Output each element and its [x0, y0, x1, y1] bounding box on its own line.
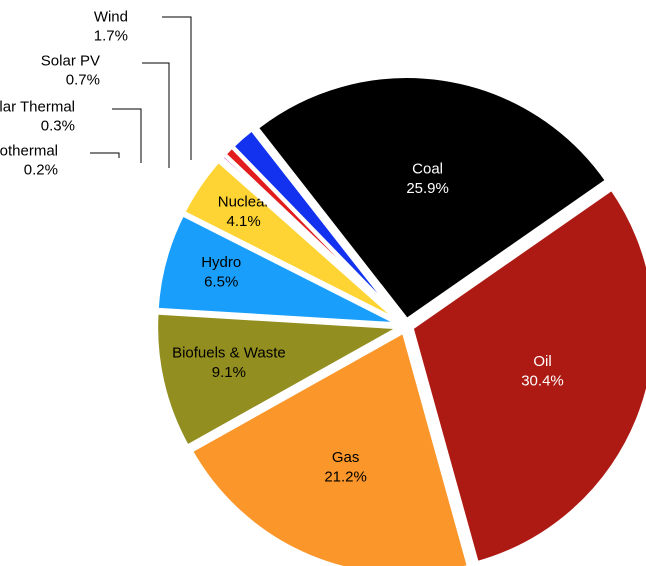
slice-value: 0.7% — [66, 71, 100, 88]
svg-text:Geothermal0.2%: Geothermal0.2% — [0, 143, 58, 179]
slice-value: 9.1% — [212, 364, 246, 381]
slice-label-geothermal: Geothermal0.2% — [0, 143, 120, 179]
slice-label-coal: Coal 25.9% — [406, 161, 449, 198]
slice-name: Coal — [412, 161, 443, 178]
pie-slice-oil — [409, 186, 646, 566]
pie-slice-biofuels-and-waste — [154, 310, 403, 449]
slice-label-oil: Oil 30.4% — [521, 353, 564, 390]
slice-value: 4.1% — [226, 213, 260, 230]
svg-text:Solar PV0.7%: Solar PV 0.7% — [41, 53, 100, 89]
pie-slice-coal — [254, 74, 610, 323]
pie-slice-gas — [188, 329, 471, 566]
slice-name: Nuclear — [218, 194, 270, 211]
slice-name: Solar PV — [41, 53, 100, 70]
leader-line — [162, 16, 192, 160]
slice-name: Oil — [533, 353, 551, 370]
slice-label-biofuels-and-waste: Biofuels & Waste 9.1% — [172, 345, 286, 382]
slice-value: 1.7% — [94, 27, 128, 44]
slice-name: Biofuels & Waste — [172, 345, 286, 362]
pie-slice-wind — [230, 127, 405, 324]
slice-name: Wind — [94, 9, 128, 26]
slice-name: Solar Thermal — [0, 99, 75, 116]
slice-name: Gas — [332, 449, 360, 466]
slice-name: Hydro — [201, 254, 241, 271]
slice-value: 0.3% — [41, 117, 75, 134]
slice-value: 25.9% — [406, 180, 449, 197]
leader-line — [112, 108, 142, 163]
leader-line — [142, 62, 170, 168]
slice-value: 6.5% — [204, 274, 238, 291]
slice-label-wind: Wind 1.7% — [94, 9, 192, 160]
slice-label-nuclear: Nuclear 4.1% — [218, 194, 270, 231]
slice-name: Geothermal — [0, 143, 58, 160]
slice-label-solar-pv: Solar PV 0.7% — [41, 53, 170, 168]
slice-label-hydro: Hydro 6.5% — [201, 254, 241, 291]
slice-value: 30.4% — [521, 373, 564, 390]
leader-line — [90, 152, 120, 158]
slice-value: 0.2% — [24, 161, 58, 178]
pie-slice-hydro — [154, 212, 403, 327]
slice-value: 21.2% — [324, 469, 367, 486]
slice-label-gas: Gas 21.2% — [324, 449, 367, 486]
